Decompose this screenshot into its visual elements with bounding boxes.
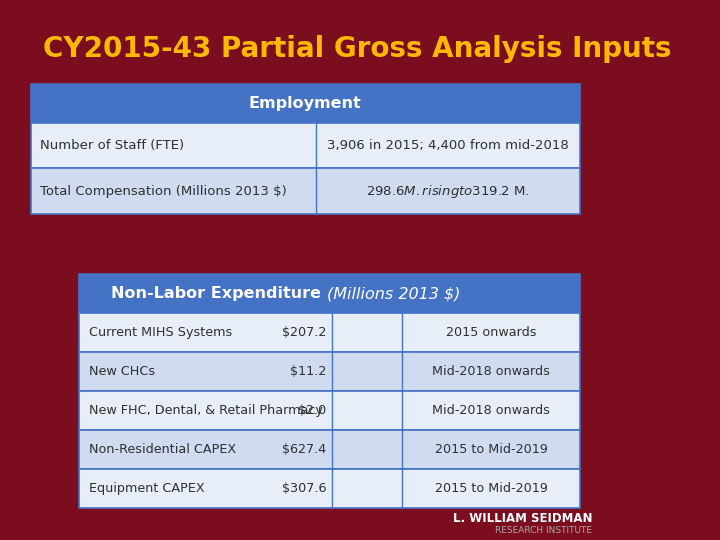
Text: Equipment CAPEX: Equipment CAPEX — [89, 482, 204, 495]
Text: Employment: Employment — [249, 96, 361, 111]
Text: $627.4: $627.4 — [282, 443, 326, 456]
Text: 2015 onwards: 2015 onwards — [446, 326, 536, 339]
Text: $11.2: $11.2 — [289, 365, 326, 378]
FancyBboxPatch shape — [79, 391, 580, 430]
FancyBboxPatch shape — [30, 84, 580, 123]
Text: CY2015-43 Partial Gross Analysis Inputs: CY2015-43 Partial Gross Analysis Inputs — [42, 35, 671, 63]
Text: 2015 to Mid-2019: 2015 to Mid-2019 — [435, 443, 547, 456]
Text: $2.0: $2.0 — [298, 404, 326, 417]
FancyBboxPatch shape — [30, 123, 580, 168]
Text: RESEARCH INSTITUTE: RESEARCH INSTITUTE — [495, 525, 592, 535]
Text: New FHC, Dental, & Retail Pharmacy: New FHC, Dental, & Retail Pharmacy — [89, 404, 323, 417]
Text: 2015 to Mid-2019: 2015 to Mid-2019 — [435, 482, 547, 495]
Text: $307.6: $307.6 — [282, 482, 326, 495]
FancyBboxPatch shape — [79, 430, 580, 469]
Text: Total Compensation (Millions 2013 $): Total Compensation (Millions 2013 $) — [40, 185, 287, 198]
FancyBboxPatch shape — [79, 313, 580, 352]
FancyBboxPatch shape — [79, 469, 580, 508]
Text: 3,906 in 2015; 4,400 from mid-2018: 3,906 in 2015; 4,400 from mid-2018 — [327, 139, 569, 152]
FancyBboxPatch shape — [30, 168, 580, 214]
FancyBboxPatch shape — [79, 352, 580, 391]
Text: Non-Labor Expenditure: Non-Labor Expenditure — [111, 286, 327, 301]
Text: New CHCs: New CHCs — [89, 365, 155, 378]
Text: Mid-2018 onwards: Mid-2018 onwards — [432, 404, 550, 417]
Text: Current MIHS Systems: Current MIHS Systems — [89, 326, 232, 339]
FancyBboxPatch shape — [79, 274, 580, 313]
Text: Mid-2018 onwards: Mid-2018 onwards — [432, 365, 550, 378]
Text: L. WILLIAM SEIDMAN: L. WILLIAM SEIDMAN — [453, 512, 592, 525]
Text: Non-Residential CAPEX: Non-Residential CAPEX — [89, 443, 235, 456]
Text: $207.2: $207.2 — [282, 326, 326, 339]
Text: (Millions 2013 $): (Millions 2013 $) — [327, 286, 460, 301]
Text: Number of Staff (FTE): Number of Staff (FTE) — [40, 139, 184, 152]
Text: $298.6 M. rising to $319.2 M.: $298.6 M. rising to $319.2 M. — [366, 183, 530, 200]
